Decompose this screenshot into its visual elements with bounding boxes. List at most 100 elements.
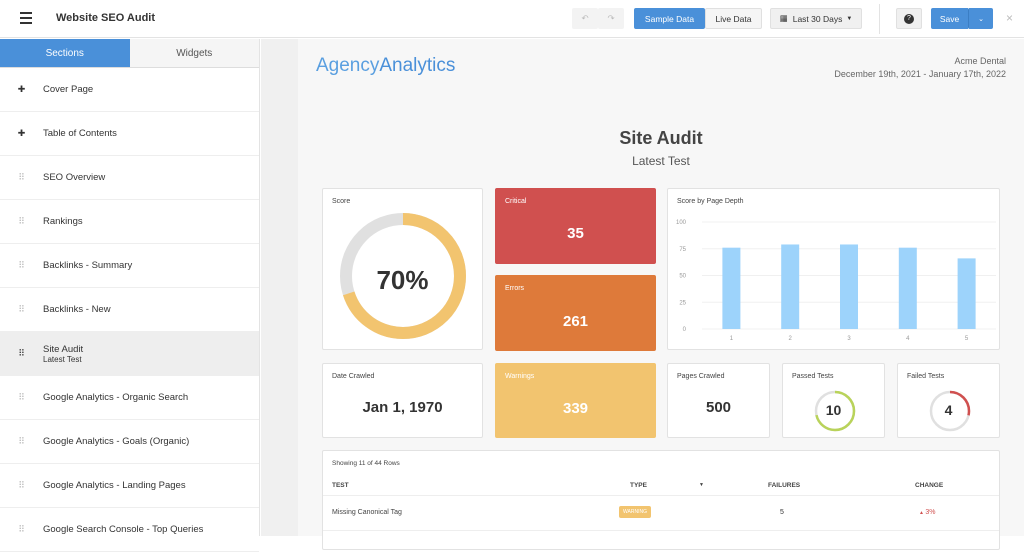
widget-title: Score [332, 198, 351, 205]
undo-button[interactable]: ↶ [572, 8, 598, 29]
score-widget[interactable]: Score 70% [322, 188, 483, 350]
date-crawled-value: Jan 1, 1970 [362, 399, 443, 416]
y-tick-label: 50 [679, 274, 686, 280]
question-icon: ? [904, 13, 914, 24]
sidebar-gutter [261, 39, 298, 536]
col-type[interactable]: TYPE [630, 482, 647, 489]
x-tick-label: 3 [847, 336, 851, 342]
x-tick-label: 4 [906, 336, 910, 342]
sidebar-item[interactable]: ⠿ Google Search Console - Top Queries [0, 508, 259, 552]
sidebar-item[interactable]: ✚ Cover Page [0, 68, 259, 112]
widget-title: Errors [505, 285, 525, 292]
drag-handle-icon[interactable]: ⠿ [18, 216, 25, 226]
date-crawled-widget[interactable]: Date Crawled Jan 1, 1970 [322, 363, 483, 438]
divider [879, 4, 880, 34]
logo-agency: Agency [316, 55, 380, 76]
live-data-button[interactable]: Live Data [705, 8, 762, 29]
drag-handle-icon[interactable]: ⠿ [18, 524, 25, 534]
bar[interactable] [722, 247, 741, 329]
passed-tests-value: 10 [825, 402, 842, 418]
col-change[interactable]: CHANGE [915, 482, 944, 489]
sidebar-item[interactable]: ✚ Table of Contents [0, 112, 259, 156]
sidebar-item[interactable]: ⠿ Google Analytics - Organic Search [0, 376, 259, 420]
sidebar-item-label: Table of Contents [43, 128, 117, 139]
widget-title: Warnings [505, 373, 535, 380]
col-test[interactable]: TEST [332, 482, 349, 489]
drag-handle-icon[interactable]: ⠿ [18, 304, 25, 314]
redo-button[interactable]: ↷ [598, 8, 624, 29]
report-title: Website SEO Audit [56, 12, 156, 24]
score-donut [340, 213, 466, 339]
critical-value: 35 [567, 225, 584, 242]
sidebar-item[interactable]: ⠿ Google Analytics - Landing Pages [0, 464, 259, 508]
sidebar-item-label: Google Analytics - Landing Pages [43, 480, 186, 491]
y-tick-label: 25 [679, 300, 686, 306]
pages-crawled-widget[interactable]: Pages Crawled 500 [667, 363, 770, 438]
section-subtitle: Latest Test [632, 154, 690, 168]
widget-title: Failed Tests [907, 373, 945, 380]
y-tick-label: 100 [676, 220, 687, 226]
date-range-label: Last 30 Days [792, 13, 843, 24]
save-button[interactable]: Save [931, 8, 968, 29]
widget-title: Passed Tests [792, 373, 834, 380]
tab-widgets[interactable]: Widgets [129, 39, 259, 68]
sidebar-item[interactable]: ⠿ SEO Overview [0, 156, 259, 200]
caret-down-icon: ▼ [846, 15, 853, 22]
sidebar-item[interactable]: ⠿ Backlinks - New [0, 288, 259, 332]
calendar-icon: ▦ [779, 13, 788, 23]
close-icon[interactable]: × [1006, 11, 1014, 25]
help-button[interactable]: ? [896, 8, 922, 29]
sidebar-item-label: Google Analytics - Organic Search [43, 392, 189, 403]
drag-handle-icon[interactable]: ⠿ [18, 172, 25, 182]
test-name: Missing Canonical Tag [332, 509, 402, 516]
sidebar-item[interactable]: ⠿ Google Analytics - Goals (Organic) [0, 420, 259, 464]
col-failures[interactable]: FAILURES [768, 482, 801, 489]
pin-icon: ✚ [17, 128, 26, 138]
warnings-widget[interactable]: Warnings 339 [495, 363, 656, 438]
pages-crawled-value: 500 [705, 399, 732, 416]
bar[interactable] [957, 258, 976, 329]
sort-icon[interactable]: ▼ [699, 482, 704, 488]
sidebar-item[interactable]: ⠿ Backlinks - Summary [0, 244, 259, 288]
bar-chart: 0 25 50 75 100 1 2 3 4 5 [676, 220, 996, 342]
change-value: ▲ 3% [919, 509, 935, 516]
tests-table-widget: Showing 11 of 44 Rows TEST TYPE ▼ FAILUR… [322, 450, 1000, 550]
x-tick-label: 2 [789, 336, 793, 342]
date-range-dropdown[interactable]: ▦ Last 30 Days ▼ [770, 8, 862, 29]
sidebar-item-label: Google Analytics - Goals (Organic) [43, 436, 190, 447]
passed-ring [814, 390, 856, 432]
drag-handle-icon[interactable]: ⠿ [18, 348, 25, 358]
critical-widget[interactable]: Critical 35 [495, 188, 656, 264]
bar[interactable] [781, 244, 800, 329]
errors-value: 261 [562, 313, 589, 330]
failed-tests-widget[interactable]: Failed Tests 4 [897, 363, 1000, 438]
score-value: 70% [376, 265, 429, 295]
sample-data-button[interactable]: Sample Data [634, 8, 705, 29]
drag-handle-icon[interactable]: ⠿ [18, 392, 25, 402]
y-tick-label: 75 [679, 247, 686, 253]
save-options-chevron[interactable]: ⌄ [968, 8, 993, 29]
sidebar-item-label: Google Search Console - Top Queries [43, 524, 204, 535]
errors-widget[interactable]: Errors 261 [495, 275, 656, 351]
sidebar-item[interactable]: ⠿ Rankings [0, 200, 259, 244]
sidebar-item-label: Backlinks - New [43, 304, 111, 315]
passed-tests-widget[interactable]: Passed Tests 10 [782, 363, 885, 438]
drag-handle-icon[interactable]: ⠿ [18, 480, 25, 490]
drag-handle-icon[interactable]: ⠿ [18, 260, 25, 270]
sidebar-item[interactable]: ⠿ Site Audit Latest Test [0, 332, 259, 376]
sidebar-item-label: Backlinks - Summary [43, 260, 133, 271]
score-by-depth-chart[interactable]: Score by Page Depth 0 25 50 75 100 1 2 3 4 5 [667, 188, 1000, 350]
sidebar-item-label: Rankings [43, 216, 83, 227]
type-badge: WARNING [619, 506, 651, 518]
failed-ring [929, 390, 971, 432]
bar[interactable] [840, 244, 858, 329]
widget-title: Pages Crawled [677, 373, 725, 380]
client-name: Acme Dental [954, 56, 1006, 66]
warnings-value: 339 [562, 400, 589, 417]
tab-sections[interactable]: Sections [0, 39, 130, 68]
drag-handle-icon[interactable]: ⠿ [18, 436, 25, 446]
bar[interactable] [898, 247, 917, 329]
menu-icon[interactable] [20, 12, 32, 24]
y-tick-label: 0 [683, 327, 687, 333]
sidebar-item-sublabel: Latest Test [43, 354, 82, 364]
